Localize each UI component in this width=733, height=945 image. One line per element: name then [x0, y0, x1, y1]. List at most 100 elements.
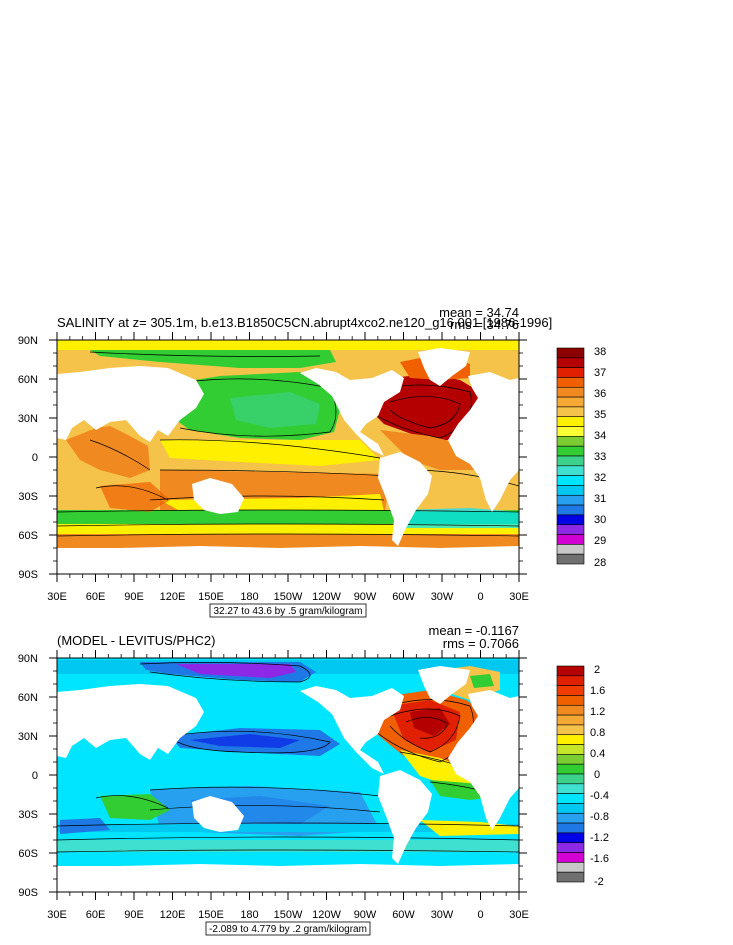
x-tick-label: 30E	[509, 591, 529, 603]
x-tick-label: 150E	[198, 909, 224, 921]
y-tick-label: 90S	[18, 887, 38, 899]
colorbar-swatch	[556, 504, 585, 516]
x-tick-label: 60E	[86, 591, 106, 603]
map-field	[57, 340, 519, 574]
panel-difference: (MODEL - LEVITUS/PHC2) mean = -0.1167 rm…	[18, 623, 609, 936]
colorbar-swatch	[556, 367, 585, 378]
colorbar-swatch	[556, 744, 585, 755]
colorbar-swatch	[556, 842, 585, 853]
x-tick-label: 0	[477, 909, 483, 921]
colorbar-labels: 2 1.6 1.2 0.8 0.4 0 -0.4 -0.8 -1.2 -1.6 …	[590, 664, 609, 888]
colorbar-swatch	[556, 832, 585, 844]
colorbar-label: 37	[594, 367, 606, 379]
x-tick-label: 90E	[124, 591, 144, 603]
colorbar-label: -2	[594, 876, 604, 888]
colorbar-swatch	[556, 675, 585, 686]
colorbar-swatch	[556, 406, 585, 418]
y-tick-label: 90S	[18, 569, 38, 581]
colorbar-label: -0.8	[590, 811, 609, 823]
map-field	[57, 658, 519, 892]
colorbar-label: 32	[594, 472, 606, 484]
colorbar	[556, 347, 585, 565]
colorbar-swatch	[556, 734, 585, 745]
colorbar-swatch	[556, 347, 585, 359]
colorbar-label: 2	[594, 664, 600, 676]
x-tick-label: 150W	[274, 591, 303, 603]
colorbar-swatch	[556, 852, 585, 863]
stat-mean: mean = -0.1167	[429, 623, 519, 638]
axis-ticks	[49, 332, 527, 582]
colorbar-swatch	[556, 544, 585, 555]
colorbar-label: 29	[594, 535, 606, 547]
colorbar-swatch	[556, 396, 585, 408]
colorbar-swatch	[556, 455, 585, 467]
x-tick-label: 120W	[312, 909, 341, 921]
y-tick-label: 30S	[18, 491, 38, 503]
colorbar-label: 1.2	[590, 706, 605, 718]
panel-title: (MODEL - LEVITUS/PHC2)	[57, 633, 215, 648]
y-tick-label: 0	[32, 452, 38, 464]
colorbar-swatch	[556, 695, 585, 706]
axis-ticks	[49, 650, 527, 900]
x-tick-label: 60E	[86, 909, 106, 921]
colorbar-swatch	[556, 763, 585, 775]
colorbar-swatch	[556, 436, 585, 447]
colorbar-swatch	[556, 386, 585, 398]
range-box	[209, 603, 367, 618]
y-tick-label: 60N	[18, 692, 38, 704]
colorbar-swatch	[556, 871, 585, 883]
colorbar-swatch	[556, 445, 585, 457]
colorbar-swatch	[556, 465, 585, 476]
stat-mean: mean = 34.74	[439, 305, 519, 320]
colorbar-swatch	[556, 685, 585, 696]
colorbar-swatch	[556, 357, 585, 368]
colorbar-label: -0.4	[590, 790, 609, 802]
colorbar-label: 0.8	[590, 727, 605, 739]
x-tick-label: 120W	[312, 591, 341, 603]
x-tick-label: 90W	[354, 591, 377, 603]
y-tick-label: 90N	[18, 653, 38, 665]
y-tick-label: 60S	[18, 848, 38, 860]
colorbar-swatch	[556, 416, 585, 427]
colorbar-swatch	[556, 475, 585, 486]
x-tick-label: 60W	[392, 909, 415, 921]
colorbar-label: 0.4	[590, 748, 605, 760]
y-tick-label: 30S	[18, 809, 38, 821]
x-axis-labels: 30E 60E 90E 120E 150E 180 150W 120W 90W …	[47, 591, 529, 603]
colorbar-swatch	[556, 803, 585, 814]
y-tick-label: 90N	[18, 335, 38, 347]
colorbar-swatch	[556, 485, 585, 496]
colorbar-swatch	[556, 773, 585, 785]
colorbar-label: -1.6	[590, 853, 609, 865]
colorbar-swatch	[556, 793, 585, 804]
x-tick-label: 150W	[274, 909, 303, 921]
x-tick-label: 30E	[47, 591, 67, 603]
colorbar-swatch	[556, 783, 585, 794]
y-tick-label: 30N	[18, 731, 38, 743]
colorbar-swatch	[556, 754, 585, 765]
colorbar-swatch	[556, 665, 585, 677]
colorbar-labels: 38 37 36 35 34 33 32 31 30 29 28	[594, 346, 606, 569]
colorbar-swatch	[556, 704, 585, 716]
x-tick-label: 180	[240, 909, 258, 921]
colorbar-swatch	[556, 494, 585, 506]
colorbar-label: 30	[594, 514, 606, 526]
colorbar-label: 35	[594, 409, 606, 421]
colorbar-swatch	[556, 724, 585, 736]
colorbar-swatch	[556, 822, 585, 834]
colorbar-label: 34	[594, 430, 606, 442]
colorbar-swatch	[556, 862, 585, 873]
colorbar-label: 0	[594, 769, 600, 781]
colorbar-swatch	[556, 524, 585, 535]
colorbar-swatch	[556, 377, 585, 388]
x-tick-label: 30E	[509, 909, 529, 921]
x-tick-label: 60W	[392, 591, 415, 603]
stat-rms: rms = 0.7066	[443, 636, 519, 651]
colorbar-label: -1.2	[590, 832, 609, 844]
x-tick-label: 0	[477, 591, 483, 603]
x-tick-label: 180	[240, 591, 258, 603]
x-tick-label: 120E	[160, 591, 186, 603]
colorbar-label: 38	[594, 346, 606, 358]
panel-salinity: SALINITY at z= 305.1m, b.e13.B1850C5CN.a…	[18, 305, 606, 618]
